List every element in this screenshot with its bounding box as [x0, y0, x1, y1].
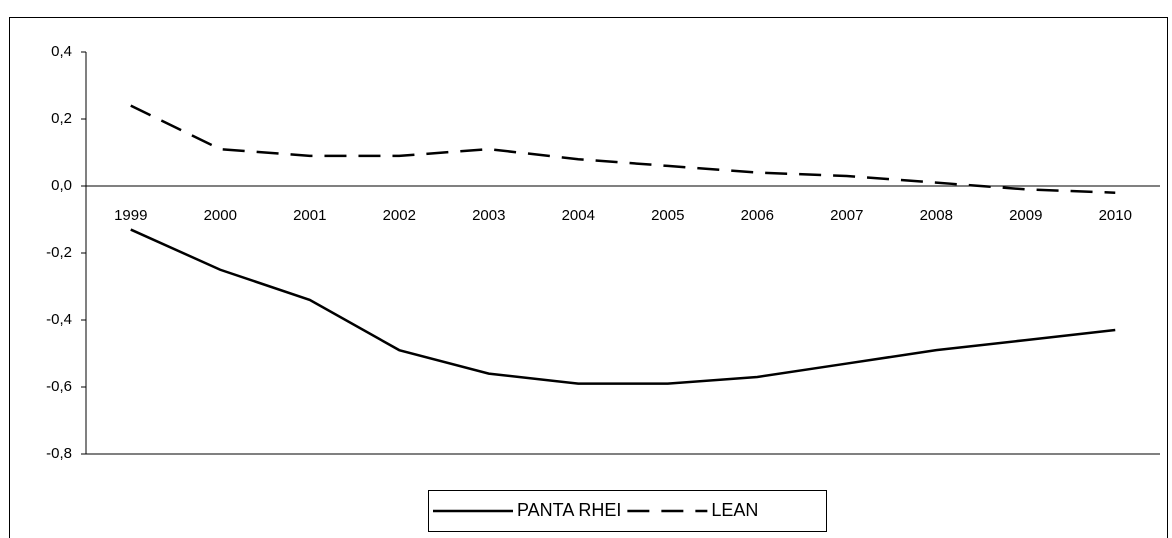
x-tick-label: 2000 — [204, 207, 237, 224]
x-tick-label: 2006 — [741, 207, 774, 224]
legend-label: LEAN — [711, 500, 758, 520]
y-tick-label: -0,4 — [46, 311, 72, 328]
x-tick-label: 2001 — [293, 207, 326, 224]
y-tick-label: 0,2 — [51, 110, 72, 127]
y-tick-label: -0,8 — [46, 445, 72, 462]
y-tick-label: 0,4 — [51, 43, 72, 60]
x-tick-label: 2005 — [651, 207, 684, 224]
x-tick-label: 2003 — [472, 207, 505, 224]
x-tick-label: 2010 — [1099, 207, 1132, 224]
series-line — [130, 104, 1116, 194]
x-tick-label: 2002 — [383, 207, 416, 224]
x-tick-label: 2004 — [562, 207, 595, 224]
y-tick-label: 0,0 — [51, 177, 72, 194]
chart-frame — [9, 17, 1168, 538]
series-line — [130, 228, 1116, 385]
x-tick-label: 2009 — [1009, 207, 1042, 224]
y-tick-label: -0,2 — [46, 244, 72, 261]
x-tick-label: 2007 — [830, 207, 863, 224]
legend-label: PANTA RHEI — [517, 500, 621, 520]
y-tick-label: -0,6 — [46, 378, 72, 395]
x-tick-label: 1999 — [114, 207, 147, 224]
x-tick-label: 2008 — [920, 207, 953, 224]
